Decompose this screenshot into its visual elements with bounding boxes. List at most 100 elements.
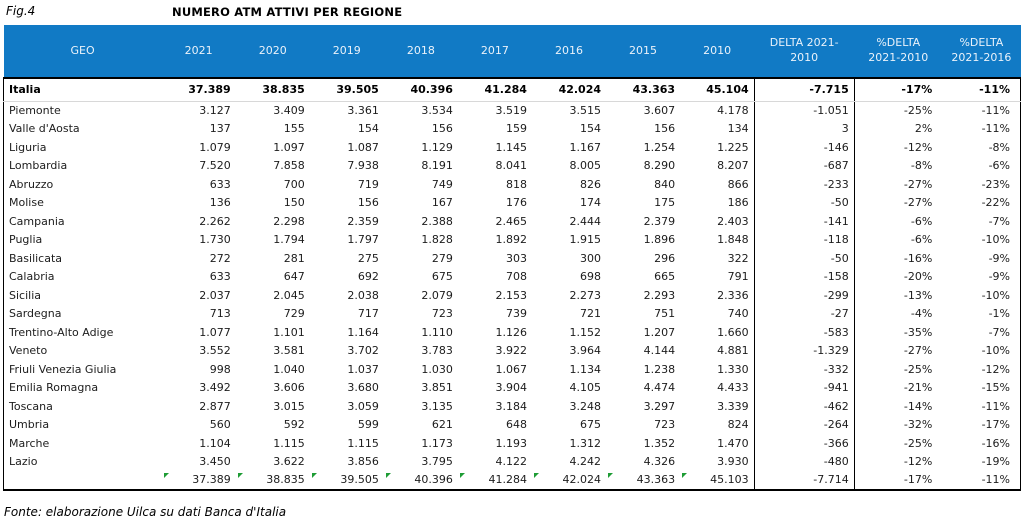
figure-title: NUMERO ATM ATTIVI PER REGIONE (172, 5, 403, 19)
region-name-cell: Sicilia (2, 286, 162, 305)
value-cell-2016: 1.167 (569, 140, 602, 154)
value-cell-2021: 3.127 (199, 104, 231, 117)
value-cell-2015: 1.896 (643, 233, 676, 247)
table-body: Italia 37.389 38.835 39.505 40.396 41.284 42.0… (2, 78, 1022, 491)
value-cell--delta-2021-2010: -32% (853, 415, 943, 434)
value-cell-2018: 3.135 (421, 399, 453, 413)
value-cell-2021: 560 (209, 418, 231, 432)
region-name-cell: Trentino-Alto Adige (2, 323, 162, 342)
value-cell-2016: 42.024 (531, 78, 607, 102)
region-row: Valle d'Aosta 137 155 154 156 159 154 156 134 3 2%… (2, 119, 1022, 138)
value-cell--delta-2021-2010: -6% (853, 212, 943, 231)
col-header-2017: 2017 (457, 25, 532, 79)
value-cell-2017: 1.067 (495, 362, 527, 376)
region-name-cell: Italia (2, 78, 162, 102)
value-cell--delta-2021-2016: -1% (942, 304, 1022, 323)
col-header-2015: 2015 (606, 25, 681, 79)
value-cell-delta-2021-2010: -7.715 (753, 78, 855, 102)
cell-flag-icon (311, 473, 317, 478)
value-cell-2010: 3.930 (717, 455, 749, 469)
value-cell-2016: 675 (580, 418, 602, 432)
value-cell--delta-2021-2010: -21% (853, 378, 943, 397)
value-cell-delta-2021-2010: -366 (753, 434, 855, 453)
region-name-cell: Sardegna (2, 304, 162, 323)
value-cell-2020: 1.794 (273, 233, 305, 247)
value-cell-2020: 155 (283, 122, 305, 136)
value-cell-2017: 303 (505, 251, 527, 265)
value-cell-2015: 665 (654, 270, 676, 284)
value-cell--delta-2021-2010: -4% (853, 304, 943, 323)
value-cell-delta-2021-2010: -462 (753, 397, 855, 416)
value-cell--delta-2021-2010: -16% (853, 249, 943, 268)
figure-label: Fig.4 (6, 4, 36, 18)
value-cell-2016: 300 (580, 251, 602, 265)
value-cell-delta-2021-2010: -480 (753, 452, 855, 471)
value-cell-2010: 2.403 (717, 214, 749, 228)
value-cell-delta-2021-2010: -687 (753, 156, 855, 175)
value-cell-delta-2021-2010: -941 (753, 378, 855, 397)
value-cell-2019: 3.856 (347, 455, 379, 469)
value-cell-2019: 39.505 (309, 78, 384, 102)
value-cell-2018: 1.173 (421, 436, 453, 450)
value-cell-2010: 134 (727, 122, 749, 136)
value-cell--delta-2021-2016: -11% (942, 471, 1022, 491)
cell-flag-icon (163, 473, 169, 478)
value-cell-2021: 2.877 (199, 399, 231, 413)
value-cell--delta-2021-2010: -25% (853, 434, 943, 453)
value-cell-delta-2021-2010: -146 (753, 138, 855, 157)
value-cell-2016: 826 (580, 177, 602, 191)
value-cell-delta-2021-2010: -118 (753, 230, 855, 249)
region-row: Sardegna 713 729 717 723 739 721 751 740 -27 -4% -1… (2, 304, 1022, 323)
value-cell-2017: 739 (505, 307, 527, 321)
table-header: GEO 2021 2020 2019 2018 2017 2016 2015 2010 DELTA… (3, 25, 1021, 79)
cell-flag-icon (682, 473, 688, 478)
value-cell--delta-2021-2010: -25% (853, 101, 943, 120)
region-row: Emilia Romagna 3.492 3.606 3.680 3.851 3.904 4… (2, 378, 1022, 397)
value-cell-2018: 1.110 (421, 325, 453, 339)
value-cell-2017: 708 (505, 270, 527, 284)
value-cell--delta-2021-2016: -11% (942, 397, 1022, 416)
value-cell-2019: 3.361 (347, 104, 379, 117)
region-row: Campania 2.262 2.298 2.359 2.388 2.465 2.444 2.… (2, 212, 1022, 231)
value-cell-2019: 154 (357, 122, 379, 136)
value-cell-2019: 39.505 (309, 471, 384, 491)
value-cell-2021: 1.079 (199, 140, 231, 154)
value-cell-2015: 751 (654, 307, 676, 321)
value-cell-delta-2021-2010: -1.051 (753, 101, 855, 120)
value-cell-2020: 1.115 (273, 436, 305, 450)
value-cell-2020: 2.045 (273, 288, 305, 302)
value-cell-2019: 599 (357, 418, 379, 432)
region-row: Veneto 3.552 3.581 3.702 3.783 3.922 3.964 4.14… (2, 341, 1022, 360)
region-name-cell: Lombardia (2, 156, 162, 175)
value-cell-2016: 1.915 (569, 233, 602, 247)
value-cell-delta-2021-2010: -50 (753, 249, 855, 268)
value-cell-2021: 633 (209, 177, 231, 191)
region-name-cell (2, 471, 162, 491)
region-name-cell: Campania (2, 212, 162, 231)
value-cell-2010: 8.207 (717, 159, 749, 173)
value-cell-2010: 1.470 (717, 436, 749, 450)
value-cell-2021: 1.104 (199, 436, 231, 450)
value-cell-2019: 1.037 (347, 362, 379, 376)
value-cell-2021: 713 (209, 307, 231, 321)
value-cell--delta-2021-2016: -12% (942, 360, 1022, 379)
value-cell-2010: 322 (727, 251, 749, 265)
value-cell-2010: 1.330 (717, 362, 749, 376)
value-cell-2018: 675 (431, 270, 453, 284)
value-cell-2021: 2.262 (199, 214, 231, 228)
value-cell-2019: 1.797 (347, 233, 379, 247)
value-cell-2018: 8.191 (421, 159, 453, 173)
value-cell--delta-2021-2016: -11% (942, 119, 1022, 138)
region-row: Sicilia 2.037 2.045 2.038 2.079 2.153 2.273 2.2… (2, 286, 1022, 305)
col-header-2018: 2018 (383, 25, 458, 79)
value-cell-delta-2021-2010: -50 (753, 193, 855, 212)
value-cell-2015: 8.290 (643, 159, 676, 173)
value-cell-2015: 3.607 (643, 104, 676, 117)
value-cell-2020: 700 (283, 177, 305, 191)
value-cell-2020: 150 (283, 196, 305, 210)
caption-row: Fig.4 NUMERO ATM ATTIVI PER REGIONE (6, 2, 1024, 22)
value-cell--delta-2021-2010: -27% (853, 341, 943, 360)
value-cell-2015: 1.207 (643, 325, 676, 339)
col-header-2019: 2019 (309, 25, 384, 79)
value-cell-2021: 137 (209, 122, 231, 136)
